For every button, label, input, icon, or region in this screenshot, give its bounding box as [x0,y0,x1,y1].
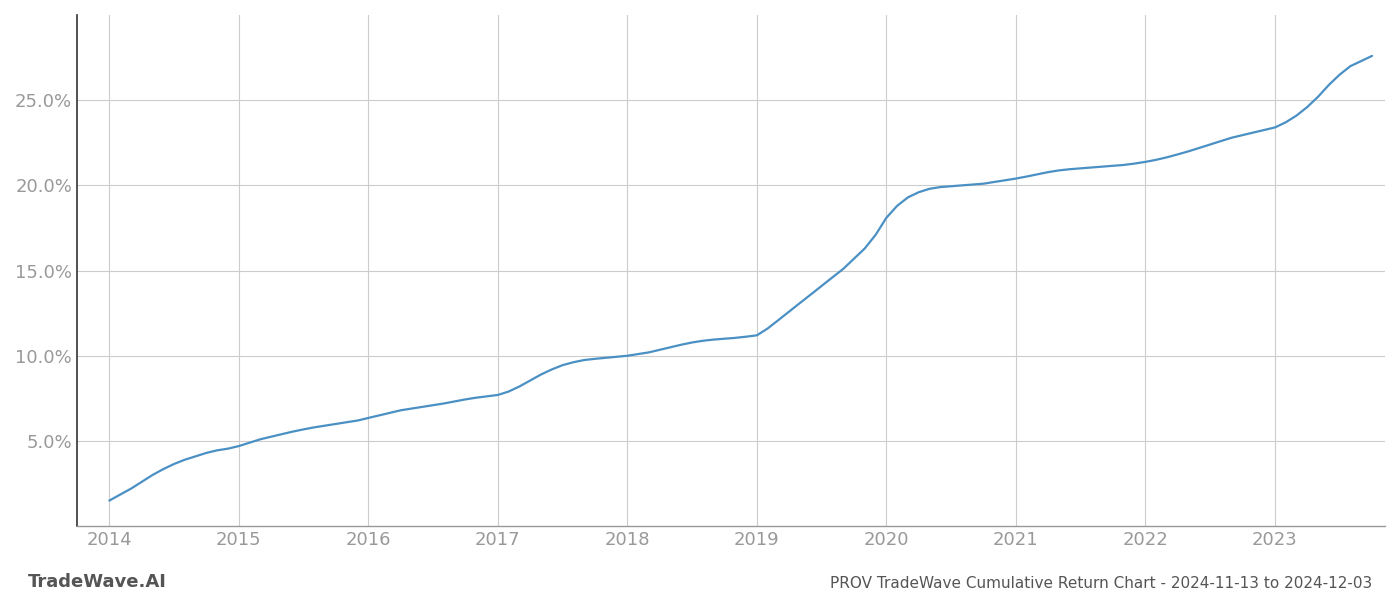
Text: PROV TradeWave Cumulative Return Chart - 2024-11-13 to 2024-12-03: PROV TradeWave Cumulative Return Chart -… [830,576,1372,591]
Text: TradeWave.AI: TradeWave.AI [28,573,167,591]
